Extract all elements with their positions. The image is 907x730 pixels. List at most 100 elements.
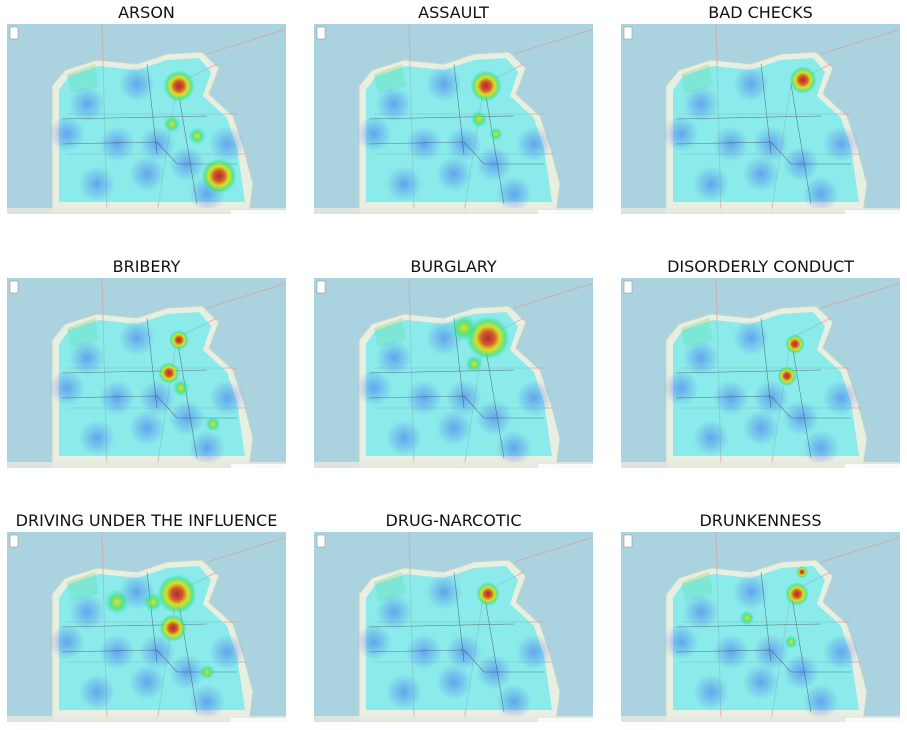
map-panel (621, 532, 900, 722)
panel-title: ARSON (118, 3, 175, 22)
zoom-control (316, 534, 326, 548)
heat-cool (823, 126, 859, 162)
panel-title: DRUG-NARCOTIC (386, 511, 522, 530)
heat-spot (470, 110, 488, 128)
panel-title: ASSAULT (418, 3, 489, 22)
zoom-control (316, 26, 326, 40)
heat-cool (803, 684, 839, 720)
heat-cool (753, 126, 789, 162)
heat-cool (693, 166, 729, 202)
heat-cool (376, 340, 412, 376)
heat-cool (356, 624, 392, 660)
panel-title: BRIBERY (113, 257, 181, 276)
sand (621, 208, 900, 214)
heat-spot (104, 589, 130, 615)
heat-spot (199, 664, 215, 680)
heat-cool (803, 430, 839, 466)
map-body (7, 278, 286, 468)
districts (675, 63, 851, 205)
heat-cool (446, 380, 482, 416)
panel-title: DRIVING UNDER THE INFLUENCE (16, 511, 278, 530)
heat-cool (69, 86, 105, 122)
sand (7, 208, 286, 214)
heat-cool (683, 86, 719, 122)
heat-cool (209, 126, 245, 162)
attribution (231, 464, 286, 468)
districts (368, 571, 544, 713)
heat-cool (753, 634, 789, 670)
heat-cool (69, 594, 105, 630)
heat-spot (143, 592, 163, 612)
map-body (7, 24, 286, 214)
districts (368, 317, 544, 459)
heat-cool (713, 634, 749, 670)
zoom-control (9, 534, 19, 548)
zoom-control (9, 280, 19, 294)
attribution (538, 718, 593, 722)
districts (61, 571, 237, 713)
heat-cool (663, 624, 699, 660)
heat-cool (189, 684, 225, 720)
heat-cool (376, 86, 412, 122)
map-panel (314, 532, 593, 722)
map-panel (7, 24, 286, 214)
heat-cool (743, 664, 779, 700)
heat-cool (743, 156, 779, 192)
districts (368, 63, 544, 205)
heat-cool (663, 370, 699, 406)
heat-cool (436, 664, 472, 700)
districts (61, 63, 237, 205)
heat-spot (470, 70, 502, 102)
heat-cool (356, 116, 392, 152)
heat-cool (99, 126, 135, 162)
heat-cool (129, 156, 165, 192)
heat-cool (496, 684, 532, 720)
attribution (538, 464, 593, 468)
heat-cool (753, 380, 789, 416)
map-body (314, 532, 593, 722)
heat-cool (683, 594, 719, 630)
heat-spot (172, 379, 190, 397)
map-body (314, 278, 593, 468)
heat-cool (713, 126, 749, 162)
heat-spot (785, 582, 809, 606)
heat-spot (796, 566, 808, 578)
heat-cool (129, 664, 165, 700)
map-panel (621, 278, 900, 468)
panel-title: DISORDERLY CONDUCT (667, 257, 854, 276)
panel-title: BURGLARY (410, 257, 497, 276)
attribution (231, 210, 286, 214)
heat-spot (489, 127, 503, 141)
heat-cool (803, 176, 839, 212)
attribution (231, 718, 286, 722)
heat-cool (49, 116, 85, 152)
heat-cool (376, 594, 412, 630)
heat-cool (733, 320, 769, 356)
heat-cool (79, 674, 115, 710)
map-panel (314, 278, 593, 468)
heat-cool (129, 410, 165, 446)
heat-cool (426, 574, 462, 610)
heat-cool (209, 380, 245, 416)
heat-cool (79, 166, 115, 202)
heat-cool (426, 66, 462, 102)
map-panel (7, 532, 286, 722)
heat-cool (119, 320, 155, 356)
heat-cool (79, 420, 115, 456)
heat-spot (157, 574, 197, 614)
heat-spot (205, 416, 221, 432)
heat-cool (743, 410, 779, 446)
heat-cool (446, 634, 482, 670)
heat-cool (823, 634, 859, 670)
heat-cool (139, 634, 175, 670)
sand (314, 462, 593, 468)
heat-spot (465, 355, 483, 373)
heat-spot (163, 115, 181, 133)
heat-cool (119, 66, 155, 102)
heat-spot (188, 127, 206, 145)
heat-cool (516, 634, 552, 670)
heat-cool (406, 126, 442, 162)
heat-spot (159, 614, 187, 642)
heat-spot (789, 66, 817, 94)
